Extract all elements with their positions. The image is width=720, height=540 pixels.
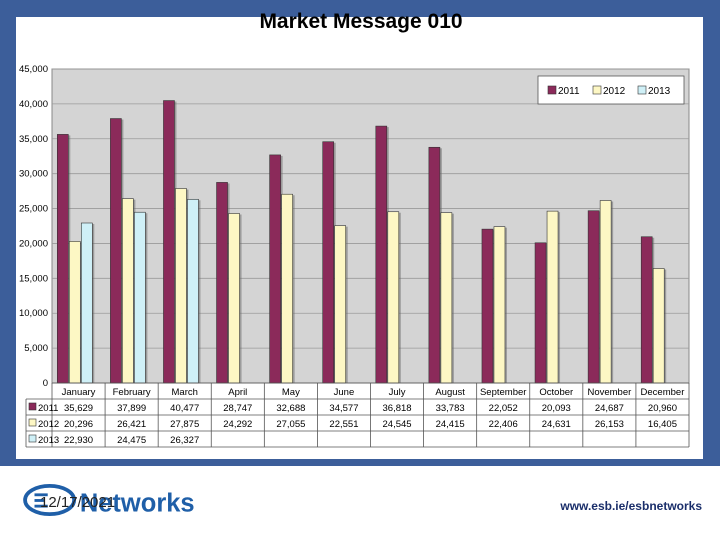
data-label: 20,093: [542, 403, 571, 414]
table-key-swatch: [28, 434, 37, 443]
x-tick-label: September: [480, 387, 526, 398]
legend-label-2013: 2013: [648, 86, 671, 97]
bar-2012-january: [68, 241, 81, 384]
data-label: 27,875: [170, 419, 199, 430]
x-tick-label: June: [334, 387, 355, 398]
data-label: 35,629: [64, 403, 93, 414]
bar-2012-november: [599, 200, 612, 384]
bar-2013-march: [187, 198, 199, 384]
table-key-swatch: [28, 418, 37, 427]
legend-swatch-2012: [592, 85, 602, 95]
data-label: 24,545: [383, 419, 412, 430]
y-tick-label: 10,000: [19, 308, 48, 319]
bar-2011-february: [110, 118, 122, 384]
x-tick-label: August: [435, 387, 465, 398]
data-label: 28,747: [223, 403, 252, 414]
bar-chart: 0 5,000 10,000 15,000 20,000 25,000 30,000 35,0…: [19, 64, 690, 448]
data-label: 37,899: [117, 403, 146, 414]
bar-2012-june: [334, 225, 347, 384]
chart-panel: 0 5,000 10,000 15,000 20,000 25,000 30,000 35,0…: [16, 17, 703, 459]
data-label: 26,327: [170, 435, 199, 446]
legend-swatch-2011: [547, 85, 557, 95]
data-label: 27,055: [276, 419, 305, 430]
bar-2011-may: [269, 154, 281, 384]
footer-date: 12/17/2021: [40, 494, 116, 511]
legend-label-2011: 2011: [558, 86, 580, 97]
data-label: 40,477: [170, 403, 199, 414]
y-tick-label: 5,000: [24, 343, 48, 354]
x-tick-label: February: [113, 387, 151, 398]
bar-2011-september: [481, 228, 494, 384]
x-tick-label: December: [641, 387, 685, 398]
data-label: 22,551: [329, 419, 358, 430]
bar-2013-january: [80, 222, 93, 384]
data-label: 22,930: [64, 435, 93, 446]
bar-2012-february: [122, 198, 134, 384]
footer-url[interactable]: www.esb.ie/esbnetworks: [560, 499, 702, 513]
x-tick-label: March: [172, 387, 198, 398]
table-series-label: 2012: [38, 419, 59, 430]
data-label: 24,415: [436, 419, 465, 430]
bar-2011-december: [640, 236, 653, 384]
data-label: 24,631: [542, 419, 571, 430]
y-tick-label: 40,000: [19, 99, 48, 110]
y-tick-label: 30,000: [19, 169, 48, 180]
bar-2011-march: [163, 100, 175, 384]
bar-2012-july: [387, 211, 400, 384]
y-tick-label: 0: [43, 378, 48, 389]
legend-swatch-2013: [637, 85, 647, 95]
x-tick-label: May: [282, 387, 300, 398]
bar-2011-august: [428, 146, 441, 384]
data-label: 20,960: [648, 403, 677, 414]
bar-2011-january: [56, 134, 69, 384]
bar-2012-august: [440, 212, 453, 384]
data-label: 26,153: [595, 419, 624, 430]
data-label: 34,577: [329, 403, 358, 414]
legend-label-2012: 2012: [603, 86, 626, 97]
data-label: 16,405: [648, 419, 677, 430]
data-label: 20,296: [64, 419, 93, 430]
bar-2012-september: [493, 226, 506, 384]
data-label: 22,406: [489, 419, 518, 430]
data-label: 24,687: [595, 403, 624, 414]
data-label: 24,475: [117, 435, 146, 446]
y-tick-label: 45,000: [19, 64, 48, 75]
data-label: 24,292: [223, 419, 252, 430]
x-tick-label: April: [228, 387, 247, 398]
plot-area: [51, 68, 690, 384]
data-label: 32,688: [276, 403, 305, 414]
y-tick-label: 35,000: [19, 134, 48, 145]
bar-2012-october: [546, 210, 559, 384]
bar-2012-march: [175, 188, 187, 384]
x-tick-label: July: [389, 387, 406, 398]
data-label: 22,052: [489, 403, 518, 414]
chart-title: Market Message 010: [259, 10, 463, 33]
esb-networks-logo: Networks: [23, 483, 195, 517]
bar-2011-april: [216, 182, 228, 384]
y-tick-label: 20,000: [19, 238, 48, 249]
x-tick-label: October: [539, 387, 573, 398]
bar-2011-november: [587, 210, 600, 384]
table-series-label: 2013: [38, 435, 59, 446]
data-label: 36,818: [383, 403, 412, 414]
table-key-swatch: [28, 402, 37, 411]
y-tick-label: 15,000: [19, 273, 48, 284]
legend-box: [537, 75, 685, 105]
bar-2012-may: [281, 193, 293, 384]
y-tick-label: 25,000: [19, 204, 48, 215]
x-tick-label: November: [587, 387, 631, 398]
data-label: 26,421: [117, 419, 146, 430]
data-label: 33,783: [436, 403, 465, 414]
bar-2012-december: [652, 268, 665, 384]
bar-2013-february: [134, 211, 146, 384]
logo-text: Networks: [80, 489, 195, 517]
x-tick-label: January: [62, 387, 96, 398]
bar-2011-october: [534, 242, 547, 384]
bar-2011-july: [375, 125, 388, 384]
bar-2011-june: [322, 141, 335, 384]
bar-2012-april: [228, 213, 240, 384]
table-series-label: 2011: [38, 403, 58, 414]
